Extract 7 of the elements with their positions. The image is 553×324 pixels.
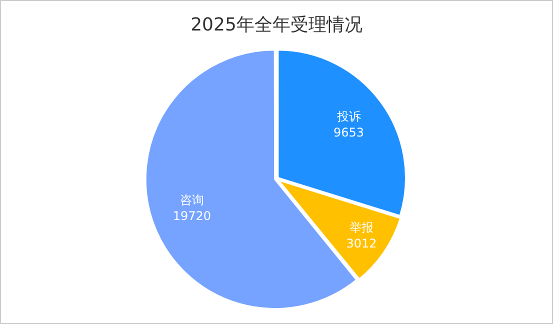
data-label: 3012 bbox=[346, 236, 377, 250]
data-label: 9653 bbox=[334, 126, 364, 140]
chart-title: 2025年全年受理情况 bbox=[190, 14, 362, 36]
data-label: 19720 bbox=[172, 209, 212, 224]
slice-label: 投诉 bbox=[336, 110, 361, 124]
slice-label: 咨询 bbox=[180, 193, 204, 208]
slice-label: 举报 bbox=[349, 220, 374, 234]
